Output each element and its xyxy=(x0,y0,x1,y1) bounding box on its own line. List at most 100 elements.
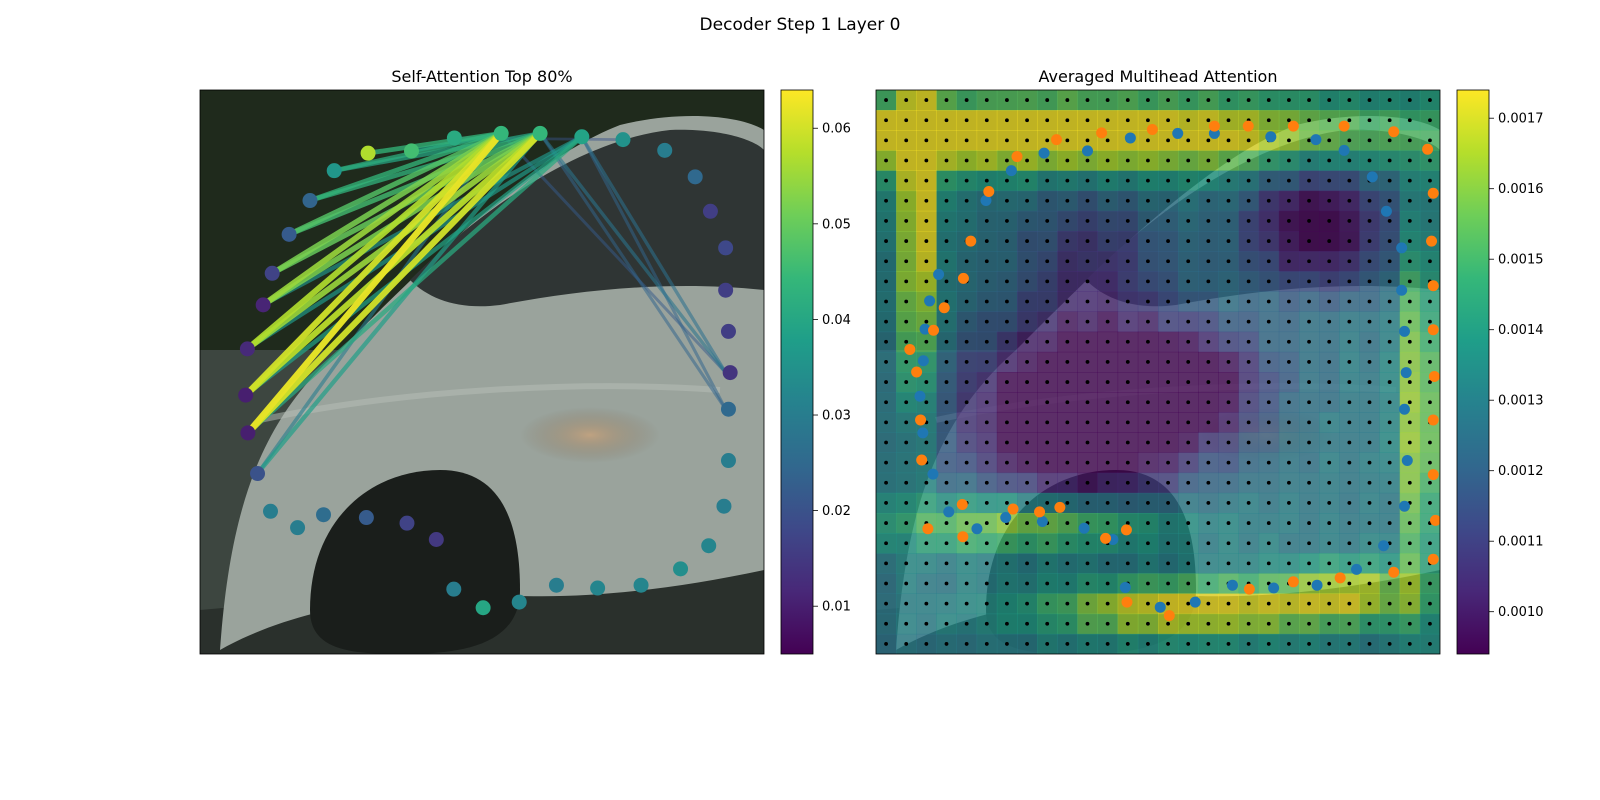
grid-dot xyxy=(984,601,989,606)
grid-dot xyxy=(1226,239,1231,243)
grid-dot xyxy=(1367,420,1372,425)
grid-dot xyxy=(1287,118,1291,123)
attention-line xyxy=(580,135,728,411)
grid-dot xyxy=(1266,339,1271,344)
contour-point xyxy=(302,193,318,209)
grid-dot xyxy=(1186,621,1191,626)
grid-dot xyxy=(1407,299,1412,304)
grid-dot xyxy=(944,460,949,465)
grid-dot xyxy=(904,198,909,203)
contour-point xyxy=(548,577,564,593)
grid-dot xyxy=(1226,440,1231,445)
grid-dot xyxy=(924,642,929,646)
grid-dot xyxy=(1387,219,1392,223)
contour-point xyxy=(716,498,732,514)
grid-dot xyxy=(984,360,989,364)
grid-dot xyxy=(1287,279,1291,284)
grid-dot xyxy=(1347,98,1352,102)
grid-dot xyxy=(1005,561,1009,566)
grid-dot xyxy=(1266,541,1271,546)
grid-dot xyxy=(1407,118,1412,123)
grid-dot xyxy=(1347,521,1352,525)
grid-dot xyxy=(924,319,929,324)
grid-dot xyxy=(1287,621,1291,626)
grid-dot xyxy=(984,642,989,646)
grid-dot xyxy=(1367,118,1372,123)
grid-dot xyxy=(1428,541,1432,546)
grid-dot xyxy=(1045,158,1050,163)
grid-dot xyxy=(1307,118,1311,123)
grid-dot xyxy=(964,118,969,123)
grid-dot xyxy=(964,541,969,546)
grid-dot xyxy=(1246,98,1251,102)
contour-point xyxy=(687,169,703,185)
grid-dot xyxy=(1166,339,1170,344)
grid-dot xyxy=(1206,299,1211,304)
grid-dot xyxy=(1125,319,1130,324)
grid-dot xyxy=(984,480,989,485)
grid-dot xyxy=(1287,178,1291,183)
grid-dot xyxy=(1246,198,1251,203)
grid-dot xyxy=(1085,360,1090,364)
grid-dot xyxy=(964,621,969,626)
grid-dot xyxy=(944,98,949,102)
grid-dot xyxy=(1085,339,1090,344)
grid-dot xyxy=(1045,601,1050,606)
grid-dot xyxy=(1347,319,1352,324)
grid-dot xyxy=(1085,400,1090,405)
grid-dot xyxy=(944,400,949,405)
grid-dot xyxy=(1005,460,1009,465)
grid-dot xyxy=(904,360,909,364)
grid-dot xyxy=(924,158,929,163)
grid-dot xyxy=(1146,581,1150,586)
grid-dot xyxy=(1206,259,1211,264)
grid-dot xyxy=(1045,299,1050,304)
attention-line xyxy=(255,131,543,476)
grid-dot xyxy=(1105,360,1110,364)
key-point xyxy=(1226,579,1238,591)
grid-dot xyxy=(884,460,888,465)
grid-dot xyxy=(1347,299,1352,304)
grid-dot xyxy=(1287,601,1291,606)
grid-dot xyxy=(1266,239,1271,243)
grid-dot xyxy=(1246,158,1251,163)
key-point xyxy=(1401,455,1413,467)
grid-dot xyxy=(1407,521,1412,525)
grid-dot xyxy=(1065,561,1070,566)
grid-dot xyxy=(1266,621,1271,626)
grid-dot xyxy=(884,621,888,626)
attention-line xyxy=(365,131,504,156)
grid-dot xyxy=(1025,642,1029,646)
key-point xyxy=(1082,145,1093,157)
grid-dot xyxy=(984,460,989,465)
grid-dot xyxy=(1387,460,1392,465)
grid-dot xyxy=(964,98,969,102)
grid-dot xyxy=(1025,521,1029,525)
grid-dot xyxy=(1025,239,1029,243)
grid-dot xyxy=(1407,480,1412,485)
grid-dot xyxy=(1206,138,1211,143)
contour-point xyxy=(615,132,631,148)
grid-dot xyxy=(904,339,909,344)
grid-dot xyxy=(1085,642,1090,646)
query-point xyxy=(1428,371,1440,383)
grid-dot xyxy=(1307,299,1311,304)
grid-dot xyxy=(1367,138,1372,143)
grid-dot xyxy=(904,118,909,123)
grid-dot xyxy=(1347,279,1352,284)
grid-dot xyxy=(1105,259,1110,264)
grid-dot xyxy=(1327,561,1332,566)
grid-dot xyxy=(944,541,949,546)
grid-dot xyxy=(1266,521,1271,525)
grid-dot xyxy=(1367,239,1372,243)
figure-title: Decoder Step 1 Layer 0 xyxy=(700,15,901,35)
grid-dot xyxy=(1246,319,1251,324)
grid-dot xyxy=(1327,138,1332,143)
grid-dot xyxy=(1307,138,1311,143)
grid-dot xyxy=(1146,541,1150,546)
grid-dot xyxy=(1105,98,1110,102)
grid-dot xyxy=(984,380,989,384)
grid-dot xyxy=(1387,98,1392,102)
grid-dot xyxy=(1005,138,1009,143)
grid-dot xyxy=(1226,319,1231,324)
